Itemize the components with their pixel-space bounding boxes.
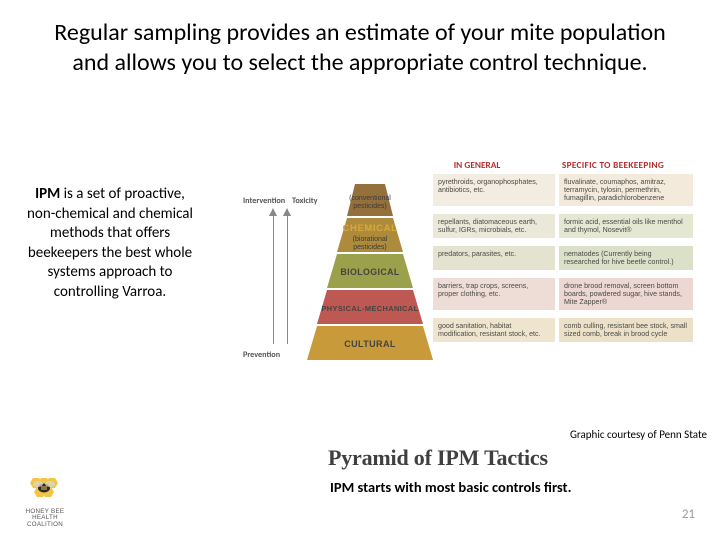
footer-statement: IPM starts with most basic controls firs… [330,478,571,496]
body-paragraph: IPM is a set of proactive, non-chemical … [20,185,200,302]
body-bold: IPM [35,185,60,203]
ipm-pyramid-graphic: IN GENERAL SPECIFIC TO BEEKEEPING Interv… [315,160,705,410]
tier-row-1: repellants, diatomaceous earth, sulfur, … [433,214,693,238]
coalition-logo: HONEY BEE HEALTH COALITION [18,474,72,529]
tier1-general: repellants, diatomaceous earth, sulfur, … [433,214,555,238]
tier0-general: pyrethroids, organophosphates, antibioti… [433,174,555,206]
logo-caption: HONEY BEE HEALTH COALITION [18,509,72,529]
pyramid-title-text: Pyramid of IPM Tactics [328,445,548,471]
header-general: IN GENERAL [417,160,537,171]
tier2-specific: nematodes (Currently being researched fo… [559,246,693,270]
tier-row-4: good sanitation, habitat modification, r… [433,318,693,342]
description-columns: pyrethroids, organophosphates, antibioti… [433,174,693,349]
header-specific: SPECIFIC TO BEEKEEPING [543,160,683,171]
svg-text:PHYSICAL-MECHANICAL: PHYSICAL-MECHANICAL [321,304,418,313]
tier4-specific: comb culling, resistant bee stock, small… [559,318,693,342]
slide-title: Regular sampling provides an estimate of… [0,0,720,88]
pyramid-shape: (conventional pesticides) CHEMICAL (bior… [305,178,435,378]
tier1-specific: formic acid, essential oils like menthol… [559,214,693,238]
svg-text:CHEMICAL: CHEMICAL [343,223,398,234]
tier2-general: predators, parasites, etc. [433,246,555,270]
bee-icon [27,474,63,502]
page-number: 21 [682,507,695,522]
svg-text:pesticides): pesticides) [353,203,386,210]
graphic-credit: Graphic courtesy of Penn State [570,428,707,441]
tier3-general: barriers, trap crops, screens, proper cl… [433,278,555,310]
tier-row-3: barriers, trap crops, screens, proper cl… [433,278,693,310]
column-headers: IN GENERAL SPECIFIC TO BEEKEEPING [417,160,683,171]
axis-label-intervention: Intervention [243,196,285,206]
tier4-general: good sanitation, habitat modification, r… [433,318,555,342]
svg-text:pesticides): pesticides) [353,244,386,251]
tier-row-2: predators, parasites, etc. nematodes (Cu… [433,246,693,270]
svg-text:(conventional: (conventional [349,195,391,202]
svg-text:CULTURAL: CULTURAL [344,339,396,349]
tier3-specific: drone brood removal, screen bottom board… [559,278,693,310]
toxicity-arrows [267,208,297,348]
axis-label-prevention: Prevention [243,350,280,360]
svg-text:BIOLOGICAL: BIOLOGICAL [340,267,399,277]
tier-row-0: pyrethroids, organophosphates, antibioti… [433,174,693,206]
svg-text:(biorational: (biorational [353,236,388,243]
tier0-specific: fluvalinate, coumaphos, amitraz, terramy… [559,174,693,206]
